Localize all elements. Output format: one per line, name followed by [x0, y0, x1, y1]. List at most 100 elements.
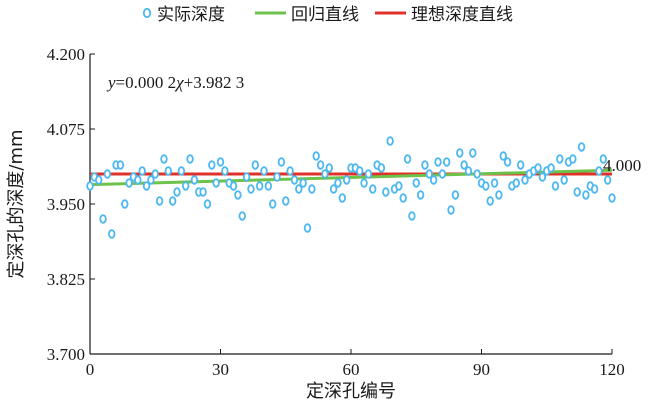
- y-tick-label: 3.950: [47, 195, 85, 214]
- data-point: [551, 181, 560, 191]
- x-tick-label: 60: [343, 360, 360, 379]
- data-point: [603, 175, 612, 185]
- data-point: [582, 190, 590, 200]
- data-point: [321, 169, 329, 179]
- data-point: [360, 178, 368, 188]
- data-point: [282, 196, 290, 206]
- points-layer: [86, 136, 616, 239]
- data-point: [325, 163, 333, 173]
- data-point: [186, 154, 194, 164]
- data-point: [447, 205, 455, 215]
- data-point: [486, 196, 494, 206]
- data-point: [212, 178, 220, 188]
- data-point: [408, 211, 416, 221]
- data-point: [386, 136, 394, 146]
- data-point: [456, 148, 464, 158]
- data-point: [547, 163, 555, 173]
- data-point: [434, 157, 442, 167]
- data-point: [369, 184, 377, 194]
- data-point: [595, 166, 603, 176]
- data-point: [460, 160, 468, 170]
- y-axis-ticks: 4.200 4.075 3.950 3.825 3.700: [47, 45, 95, 364]
- data-point: [560, 175, 568, 185]
- data-point: [443, 157, 451, 167]
- data-point: [490, 178, 499, 188]
- data-point: [608, 193, 616, 203]
- y-axis-label: 定深孔的深度/mm: [6, 129, 27, 278]
- regression-line-layer: [89, 168, 613, 187]
- data-point: [116, 160, 125, 170]
- data-point: [299, 178, 307, 188]
- regression-equation: y=0.000 2χ+3.982 3: [106, 73, 244, 92]
- data-point: [569, 154, 577, 164]
- data-point: [108, 229, 116, 239]
- data-point: [416, 190, 425, 200]
- data-point: [395, 181, 403, 191]
- data-point: [312, 151, 320, 161]
- data-point: [173, 187, 181, 197]
- data-point: [99, 214, 107, 224]
- y-tick-label: 4.200: [47, 45, 85, 64]
- data-point: [356, 166, 364, 176]
- data-point: [181, 181, 190, 191]
- data-point: [86, 181, 94, 191]
- data-point: [482, 181, 490, 191]
- data-point: [190, 175, 199, 185]
- data-point: [425, 169, 433, 179]
- data-point: [338, 193, 346, 203]
- data-point: [295, 184, 303, 194]
- data-point: [403, 154, 412, 164]
- equation-variable: y: [106, 73, 116, 92]
- data-point: [342, 175, 351, 185]
- data-point: [199, 187, 207, 197]
- data-point: [290, 175, 299, 185]
- data-point: [168, 196, 177, 206]
- data-point: [247, 184, 255, 194]
- data-point: [495, 190, 503, 200]
- data-point: [538, 172, 547, 182]
- data-point: [364, 169, 373, 179]
- data-point: [151, 169, 159, 179]
- x-tick-label: 30: [212, 360, 229, 379]
- equation-coefficient: =0.000 2: [116, 73, 177, 92]
- data-point: [382, 187, 390, 197]
- data-point: [469, 148, 477, 158]
- data-point: [121, 199, 129, 209]
- data-point: [438, 169, 447, 179]
- x-tick-label: 0: [86, 360, 95, 379]
- data-point: [94, 175, 103, 185]
- data-point: [329, 184, 338, 194]
- data-point: [221, 166, 229, 176]
- data-point: [512, 178, 520, 188]
- y-tick-label: 3.700: [47, 345, 85, 364]
- data-point: [273, 172, 281, 182]
- data-point: [164, 166, 172, 176]
- legend-regression-label: 回归直线: [291, 5, 359, 25]
- equation-x-symbol: χ: [174, 73, 184, 92]
- data-point: [251, 160, 259, 170]
- data-point: [155, 196, 164, 206]
- data-point: [147, 175, 155, 185]
- data-point: [138, 166, 146, 176]
- equation-intercept: +3.982 3: [184, 73, 245, 92]
- data-point: [499, 151, 507, 161]
- data-point: [573, 187, 581, 197]
- data-point: [242, 172, 251, 182]
- data-point: [264, 181, 273, 191]
- data-point: [599, 154, 607, 164]
- data-point: [429, 175, 438, 185]
- data-point: [521, 175, 529, 185]
- data-point: [577, 142, 586, 152]
- y-tick-label: 3.825: [47, 270, 85, 289]
- data-point: [238, 211, 246, 221]
- data-point: [177, 166, 186, 176]
- data-point: [286, 166, 294, 176]
- data-point: [451, 190, 460, 200]
- data-point: [556, 154, 564, 164]
- data-point: [334, 178, 342, 188]
- data-point: [590, 184, 599, 194]
- data-point: [203, 199, 212, 209]
- data-point: [503, 157, 512, 167]
- y-tick-label: 4.075: [47, 120, 85, 139]
